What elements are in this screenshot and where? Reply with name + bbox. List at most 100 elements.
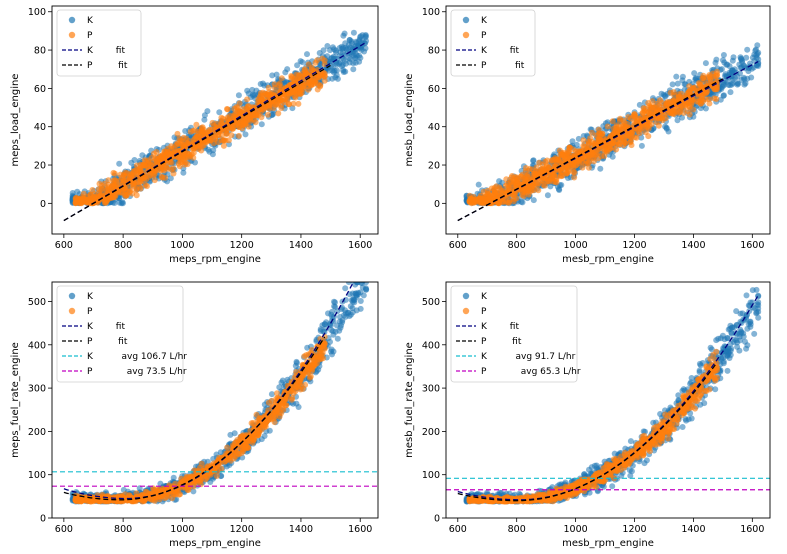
scatter-point — [188, 151, 195, 158]
scatter-point — [218, 120, 225, 127]
x-tick-label: 1200 — [622, 240, 646, 251]
scatter-point — [339, 319, 346, 326]
scatter-point — [258, 97, 265, 104]
scatter-point — [170, 474, 177, 481]
scatter-point — [175, 154, 181, 161]
scatter-point — [298, 87, 304, 94]
scatter-point — [630, 113, 637, 120]
scatter-point — [530, 197, 537, 204]
scatter-point — [299, 59, 306, 66]
x-tick-label: 800 — [114, 240, 132, 251]
scatter-point — [674, 80, 681, 87]
scatter-point — [739, 59, 746, 66]
scatter-point — [137, 166, 144, 173]
scatter-point — [357, 298, 364, 304]
scatter-point — [755, 49, 762, 56]
scatter-point — [201, 116, 208, 123]
scatter-point — [102, 200, 108, 206]
scatter-point — [348, 38, 355, 45]
scatter-point — [640, 110, 646, 117]
scatter-point — [321, 77, 328, 84]
scatter-point — [588, 129, 595, 136]
scatter-point — [636, 115, 643, 122]
scatter-point — [121, 185, 128, 192]
scatter-point — [579, 148, 586, 155]
legend-box — [450, 9, 536, 77]
scatter-point — [604, 123, 611, 130]
scatter-point — [215, 139, 221, 146]
scatter-point — [590, 155, 597, 162]
scatter-point — [588, 138, 595, 145]
scatter-point — [558, 173, 564, 180]
scatter-point — [580, 142, 587, 149]
scatter-point — [354, 282, 360, 286]
scatter-point — [624, 121, 631, 127]
scatter-point — [216, 109, 223, 116]
scatter-point — [493, 183, 500, 190]
scatter-point — [617, 126, 624, 133]
scatter-point — [209, 119, 216, 126]
scatter-point — [258, 121, 265, 128]
y-tick-label: 100 — [422, 7, 440, 18]
scatter-point — [349, 309, 356, 316]
scatter-point — [170, 165, 177, 172]
scatter-point — [167, 150, 174, 157]
scatter-point — [212, 134, 219, 141]
scatter-point — [525, 186, 532, 193]
scatter-point — [546, 176, 553, 182]
scatter-point — [616, 117, 623, 124]
scatter-point — [644, 115, 651, 122]
scatter-point — [595, 126, 602, 133]
scatter-point — [720, 92, 727, 99]
scatter-point — [667, 108, 674, 115]
scatter-point — [712, 73, 719, 80]
scatter-point — [480, 188, 487, 195]
scatter-point — [304, 51, 310, 58]
scatter-point — [284, 66, 291, 73]
scatter-point — [636, 130, 643, 137]
scatter-point — [544, 157, 551, 164]
scatter-point — [357, 33, 364, 40]
scatter-point — [153, 149, 160, 155]
scatter-point — [105, 177, 112, 184]
scatter-point — [604, 148, 611, 155]
x-axis-label: mesb_rpm_engine — [562, 254, 654, 265]
scatter-point — [655, 122, 662, 129]
scatter-point — [727, 82, 733, 89]
x-axis-label: meps_rpm_engine — [169, 254, 261, 265]
scatter-point — [278, 105, 285, 111]
scatter-point — [659, 117, 666, 124]
y-tick-label: 80 — [428, 46, 440, 57]
scatter-point — [195, 143, 202, 150]
y-tick-label: 0 — [40, 199, 46, 210]
scatter-point — [333, 49, 339, 56]
scatter-point — [329, 59, 336, 65]
scatter-point — [299, 73, 306, 80]
scatter-point — [575, 135, 582, 142]
scatter-point — [128, 159, 135, 166]
scatter-point — [595, 131, 602, 137]
scatter-point — [265, 93, 272, 99]
scatter-point — [110, 169, 117, 176]
scatter-point — [342, 285, 349, 292]
scatter-point — [551, 171, 558, 178]
scatter-point — [273, 71, 280, 78]
scatter-point — [205, 146, 212, 153]
scatter-point — [628, 142, 635, 149]
scatter-point — [679, 114, 685, 121]
scatter-point — [245, 123, 252, 130]
scatter-point — [207, 137, 214, 144]
scatter-point — [656, 102, 662, 109]
scatter-point — [86, 197, 93, 204]
scatter-point — [244, 96, 251, 103]
scatter-point — [332, 304, 339, 310]
scatter-point — [183, 135, 190, 142]
y-tick-label: 40 — [34, 122, 46, 133]
scatter-point — [235, 132, 242, 139]
x-tick-label: 1600 — [348, 240, 372, 251]
scatter-point — [220, 142, 227, 149]
legend-marker — [68, 16, 76, 24]
scatter-point — [268, 100, 275, 107]
legend-label: K fit — [87, 46, 125, 56]
scatter-point — [340, 32, 347, 39]
